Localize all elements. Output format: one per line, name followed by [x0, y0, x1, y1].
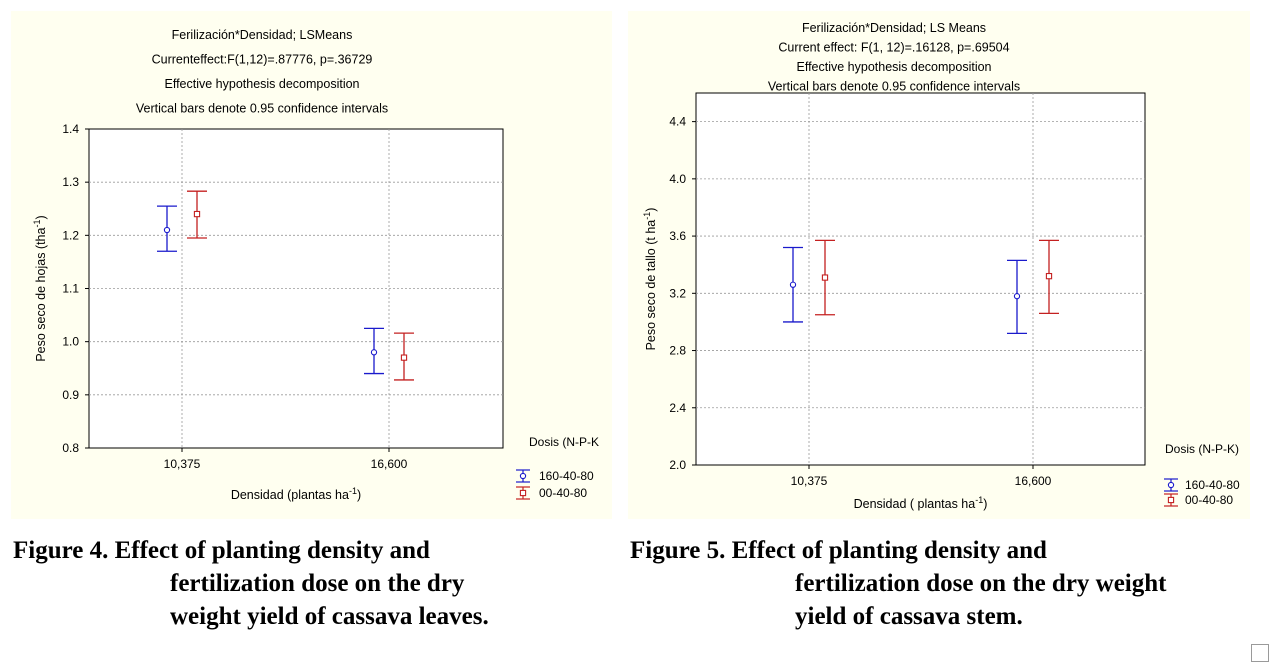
y-tick-label: 2.8 — [669, 344, 686, 358]
plot-area — [695, 92, 1146, 466]
legend-label: 160-40-80 — [1185, 478, 1240, 492]
chart-title-line: Effective hypothesis decomposition — [164, 77, 359, 91]
caption-line: yield of cassava stem. — [795, 603, 1023, 630]
mean-point-square — [821, 274, 829, 281]
figure-4-panel: Ferilización*Densidad; LSMeans Currenteff… — [11, 11, 612, 519]
y-tick-label: 1.3 — [62, 175, 79, 189]
y-tick-label: 1.1 — [62, 282, 79, 296]
mean-point-square — [193, 210, 201, 218]
corner-checkbox[interactable] — [1251, 644, 1269, 662]
mean-point-circle — [163, 226, 171, 234]
caption-line: Figure 4. Effect of planting density and — [13, 537, 430, 564]
mean-point-circle — [370, 349, 378, 356]
legend-marker-square — [1167, 496, 1175, 504]
legend-title: Dosis (N-P-K — [529, 435, 599, 449]
y-tick-label: 3.2 — [669, 286, 686, 300]
figure-4-chart: Ferilización*Densidad; LSMeans Currenteff… — [32, 28, 599, 502]
y-tick-label: 4.4 — [669, 115, 686, 129]
legend-marker-circle — [1167, 481, 1175, 489]
y-tick-label: 4.0 — [669, 172, 686, 186]
y-axis-label: Peso seco de hojas (tha-1) — [32, 215, 48, 361]
legend-label: 160-40-80 — [539, 469, 594, 483]
x-tick-label: 16,600 — [371, 457, 408, 471]
chart-title-line: Ferilización*Densidad; LSMeans — [172, 28, 353, 42]
chart-title-line: Ferilización*Densidad; LS Means — [802, 21, 986, 35]
y-tick-label: 2.0 — [669, 458, 686, 472]
legend-title: Dosis (N-P-K) — [1165, 442, 1239, 456]
mean-point-circle — [789, 281, 797, 288]
x-axis-label: Densidad (plantas ha-1) — [231, 486, 361, 502]
y-tick-label: 1.4 — [62, 122, 79, 136]
y-tick-label: 0.8 — [62, 441, 79, 455]
chart-title-line: Vertical bars denote 0.95 confidence int… — [136, 102, 388, 116]
legend-marker-circle — [519, 472, 527, 480]
mean-point-circle — [1013, 293, 1021, 300]
chart-title-line: Effective hypothesis decomposition — [796, 60, 991, 74]
x-axis-label: Densidad ( plantas ha-1) — [854, 495, 988, 511]
figure-4-caption: Figure 4. Effect of planting density and… — [13, 534, 489, 633]
y-tick-label: 2.4 — [669, 401, 686, 415]
caption-line: fertilization dose on the dry — [170, 570, 465, 597]
y-axis-label: Peso seco de tallo (t ha-1) — [642, 208, 658, 351]
x-tick-label: 16,600 — [1015, 474, 1052, 488]
mean-point-square — [400, 354, 408, 361]
caption-line: weight yield of cassava leaves. — [170, 603, 489, 630]
y-tick-label: 3.6 — [669, 229, 686, 243]
mean-point-square — [1045, 272, 1053, 280]
y-tick-label: 1.2 — [62, 228, 79, 242]
chart-title-line: Current effect: F(1, 12)=.16128, p=.6950… — [778, 41, 1009, 55]
legend-label: 00-40-80 — [539, 486, 587, 500]
chart-title-line: Vertical bars denote 0.95 confidence int… — [768, 80, 1020, 94]
plot-area — [88, 128, 504, 449]
figure-5-panel: Ferilización*Densidad; LS Means Current e… — [628, 11, 1250, 519]
figure-5-chart: Ferilización*Densidad; LS Means Current e… — [642, 21, 1240, 511]
legend-label: 00-40-80 — [1185, 493, 1233, 507]
legend-marker-square — [519, 489, 527, 497]
figure-5-caption: Figure 5. Effect of planting density and… — [630, 534, 1166, 633]
chart-title-line: Currenteffect:F(1,12)=.87776, p=.36729 — [152, 53, 373, 67]
y-tick-label: 1.0 — [62, 335, 79, 349]
x-tick-label: 10,375 — [791, 474, 828, 488]
caption-line: Figure 5. Effect of planting density and — [630, 537, 1047, 564]
caption-line: fertilization dose on the dry weight — [795, 570, 1167, 597]
x-tick-label: 10,375 — [164, 457, 201, 471]
y-tick-label: 0.9 — [62, 388, 79, 402]
